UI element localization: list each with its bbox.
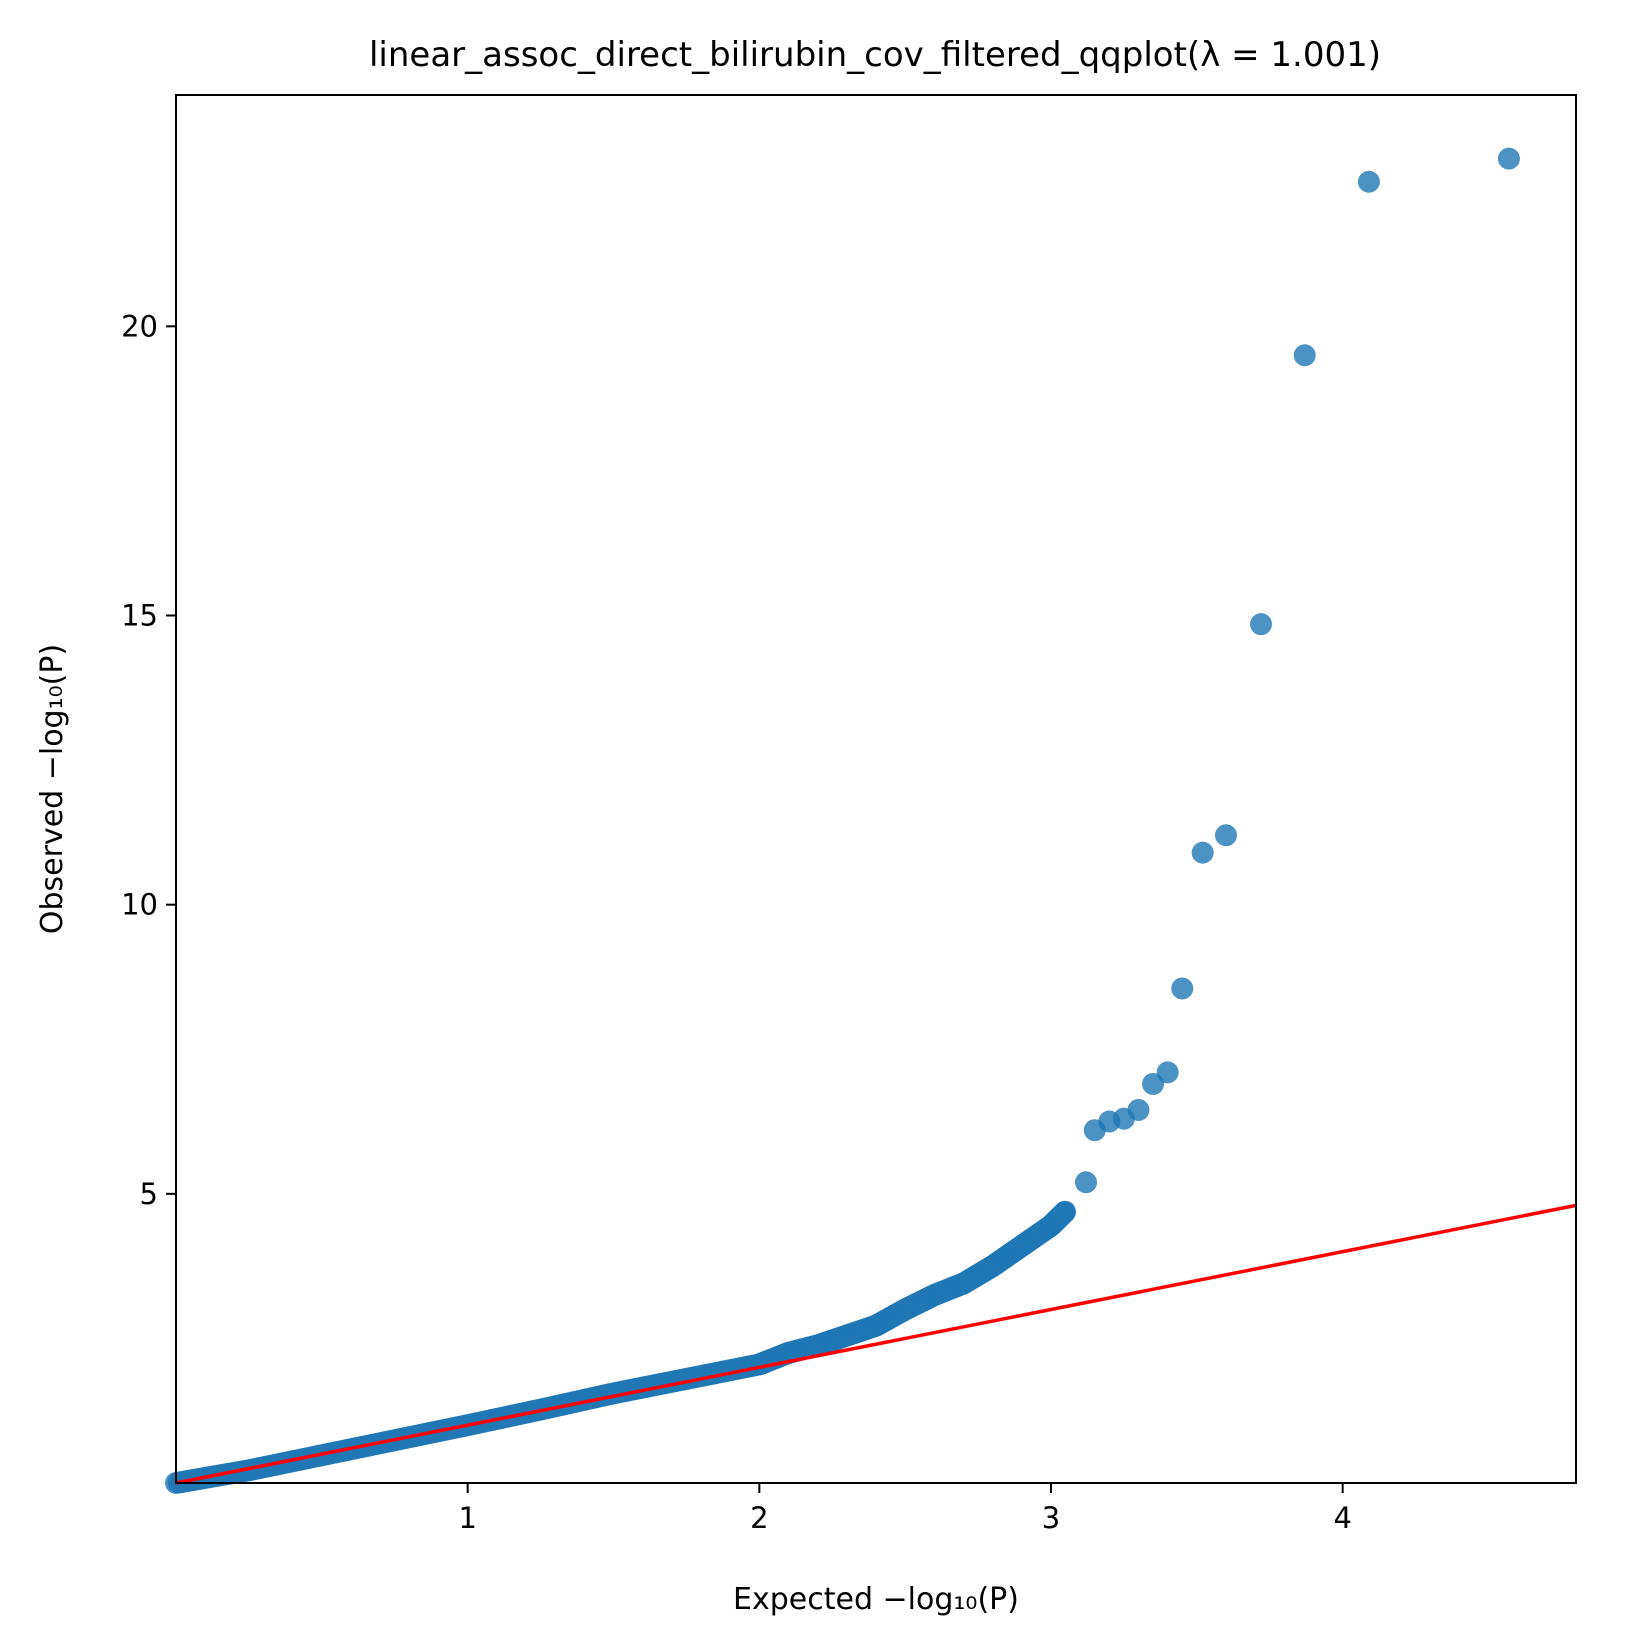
ticks-layer: 1 2 3 4 5 10 15 20 bbox=[121, 309, 1352, 1535]
x-tick-label: 2 bbox=[750, 1501, 768, 1535]
y-tick-label: 15 bbox=[121, 599, 158, 633]
data-point bbox=[1054, 1200, 1077, 1223]
data-point bbox=[1075, 1171, 1097, 1194]
data-point bbox=[1250, 613, 1272, 636]
y-tick-label: 20 bbox=[121, 309, 158, 343]
data-point bbox=[1127, 1098, 1150, 1121]
data-point bbox=[1215, 824, 1237, 847]
y-tick-label: 5 bbox=[140, 1177, 158, 1211]
data-point bbox=[1293, 344, 1316, 367]
x-tick-label: 3 bbox=[1042, 1501, 1060, 1535]
reference-line bbox=[175, 1203, 1577, 1485]
data-point bbox=[1171, 977, 1194, 1000]
y-axis-label: Observed −log₁₀(P) bbox=[35, 644, 70, 934]
x-axis-label: Expected −log₁₀(P) bbox=[733, 1582, 1019, 1617]
y-tick-label: 10 bbox=[121, 888, 158, 922]
data-point bbox=[1156, 1061, 1179, 1084]
data-point bbox=[1357, 170, 1380, 193]
x-tick-label: 4 bbox=[1333, 1501, 1351, 1535]
data-point bbox=[1191, 841, 1214, 864]
x-tick-label: 1 bbox=[458, 1501, 476, 1535]
chart-title: linear_assoc_direct_bilirubin_cov_filter… bbox=[369, 35, 1381, 75]
points-layer bbox=[165, 147, 1520, 1494]
reference-line-layer bbox=[175, 1203, 1577, 1485]
axes-frame bbox=[175, 94, 1577, 1484]
data-point bbox=[1497, 147, 1520, 170]
